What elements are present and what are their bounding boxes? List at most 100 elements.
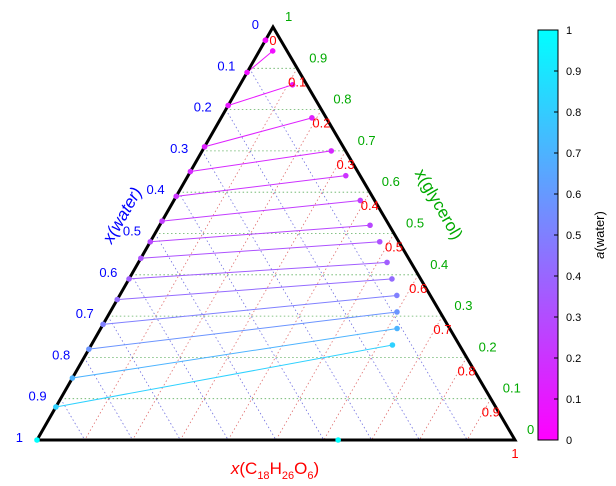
tie-line <box>150 224 371 243</box>
grid-line-water <box>249 68 468 441</box>
bottom-tick-label: 0.2 <box>312 116 330 131</box>
phase-point <box>367 222 373 229</box>
right-tick-label: 0.5 <box>406 216 424 231</box>
bottom-tick-label: 1 <box>511 446 518 461</box>
phase-point <box>244 69 250 76</box>
bottom-tick-label: 0 <box>269 33 276 48</box>
right-tick-label: 0.9 <box>309 50 327 65</box>
tie-line <box>246 50 274 73</box>
phase-point <box>394 309 400 315</box>
grid-line-water <box>225 109 420 441</box>
tie-line <box>72 327 398 379</box>
right-tick-label: 0.6 <box>382 174 400 189</box>
tie-line <box>129 261 388 280</box>
colorbar-label: a(water) <box>592 211 607 259</box>
right-axis-label: x(glycerol) <box>411 166 467 243</box>
grid-line-ester <box>180 150 346 441</box>
tie-line <box>204 117 313 148</box>
phase-point <box>389 276 395 282</box>
grid-line-water <box>60 398 86 441</box>
bottom-tick-label: 0.7 <box>433 322 451 337</box>
colorbar-ticks: 0 0.1 0.2 0.3 0.4 0.5 0.6 0.7 0.8 0.9 1 <box>554 25 581 447</box>
right-tick-label: 0 <box>527 422 534 437</box>
left-tick-label: 1 <box>16 430 23 445</box>
tie-line <box>228 84 293 106</box>
colorbar-tick-label: 1 <box>566 25 572 37</box>
tie-line <box>88 311 398 350</box>
left-tick-label: 0.4 <box>147 182 165 197</box>
bottom-tick-label: 0.4 <box>361 198 379 213</box>
colorbar-tick-label: 0.4 <box>566 271 581 283</box>
right-tick-label: 0.3 <box>454 298 472 313</box>
colorbar-tick-label: 0.8 <box>566 107 581 119</box>
phase-point <box>384 259 390 266</box>
tie-line <box>117 278 392 301</box>
left-tick-label: 0.6 <box>99 265 117 280</box>
phase-point <box>138 255 144 262</box>
phase-point <box>357 197 364 204</box>
left-tick-label: 0.1 <box>217 58 235 73</box>
phase-point <box>262 37 269 44</box>
phase-point <box>187 168 194 175</box>
phase-point <box>126 276 132 282</box>
left-tick-label: 0.2 <box>194 100 212 115</box>
phase-point <box>69 375 76 381</box>
phase-point <box>335 437 341 443</box>
tie-line <box>55 344 393 408</box>
phase-point <box>34 437 40 443</box>
phase-point <box>86 346 92 352</box>
right-tick-label: 0.8 <box>333 92 351 107</box>
right-tick-label: 0.4 <box>430 257 448 272</box>
tie-line <box>176 175 346 197</box>
bottom-tick-label: 0.9 <box>482 405 500 420</box>
left-tick-label: 0 <box>252 17 259 32</box>
grid-line-ester <box>132 109 322 441</box>
phase-point <box>376 238 383 245</box>
left-tick-label: 0.5 <box>123 224 141 239</box>
tie-line <box>190 150 332 173</box>
left-tick-label: 0.9 <box>29 389 47 404</box>
phase-point <box>269 48 276 54</box>
phase-point <box>289 82 296 88</box>
grid-line-ester <box>84 68 298 441</box>
bottom-tick-label: 0.6 <box>409 281 427 296</box>
bottom-axis-label: x(C18H26O6) <box>230 459 319 482</box>
grid-lines <box>60 67 492 441</box>
grid-line-ester <box>371 315 443 441</box>
phase-point <box>173 193 180 200</box>
left-tick-label: 0.8 <box>52 347 70 362</box>
bottom-tick-label: 0.3 <box>337 157 355 172</box>
phase-point <box>201 143 208 150</box>
phase-point <box>389 342 396 348</box>
phase-point <box>100 321 106 328</box>
grid-line-ester <box>323 274 419 441</box>
colorbar-tick-label: 0.5 <box>566 230 581 242</box>
phase-point <box>328 148 335 154</box>
phase-point <box>225 102 231 109</box>
tie-lines <box>37 50 398 441</box>
grid-line-water <box>201 150 372 441</box>
right-tick-label: 1 <box>285 9 292 24</box>
right-tick-label: 0.1 <box>503 381 521 396</box>
phase-point <box>159 218 165 224</box>
phase-point <box>53 404 59 410</box>
right-tick-label: 0.7 <box>358 133 376 148</box>
colorbar-tick-label: 0.7 <box>566 148 581 160</box>
left-tick-label: 0.7 <box>76 306 94 321</box>
tie-line <box>162 199 361 222</box>
bottom-tick-label: 0.8 <box>458 363 476 378</box>
tick-labels: 00.10.20.30.40.50.60.70.80.9100.10.20.30… <box>16 9 534 461</box>
colorbar-tick-label: 0 <box>566 435 572 447</box>
phase-point <box>342 172 349 179</box>
colorbar-tick-label: 0.1 <box>566 394 581 406</box>
phase-point <box>394 325 400 332</box>
phase-points <box>34 37 400 443</box>
grid-line-water <box>107 315 181 441</box>
phase-point <box>309 115 315 121</box>
bottom-tick-label: 0.1 <box>288 74 306 89</box>
ternary-triangle <box>34 24 518 442</box>
colorbar-tick-label: 0.6 <box>566 189 581 201</box>
bottom-tick-label: 0.5 <box>385 240 403 255</box>
grid-line-water <box>154 233 277 441</box>
